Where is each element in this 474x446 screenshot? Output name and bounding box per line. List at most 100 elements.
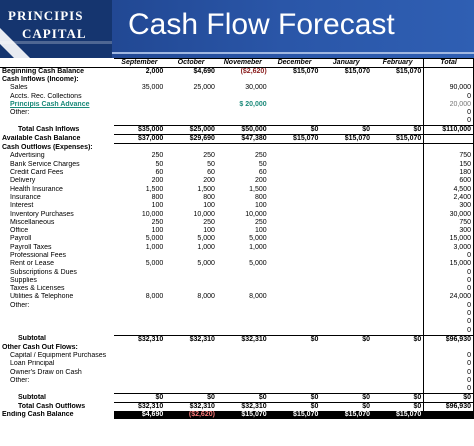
value-cell[interactable]: [372, 219, 424, 227]
value-cell[interactable]: [269, 185, 321, 193]
value-cell[interactable]: [372, 385, 424, 394]
total-cell[interactable]: [423, 134, 474, 145]
value-cell[interactable]: [114, 302, 166, 310]
value-cell[interactable]: [320, 235, 372, 243]
value-cell[interactable]: [269, 368, 321, 376]
value-cell[interactable]: [114, 277, 166, 285]
value-cell[interactable]: 10,000: [141, 210, 164, 218]
total-cell[interactable]: 15,000: [423, 260, 474, 269]
value-cell[interactable]: [372, 310, 424, 318]
value-cell[interactable]: [114, 344, 166, 352]
value-cell[interactable]: [165, 144, 217, 152]
total-cell[interactable]: [423, 411, 474, 420]
value-cell[interactable]: [114, 117, 166, 126]
value-cell[interactable]: [114, 101, 166, 109]
value-cell[interactable]: [372, 161, 424, 169]
value-cell[interactable]: [217, 310, 269, 318]
value-cell[interactable]: [320, 327, 372, 336]
value-cell[interactable]: [165, 252, 217, 260]
value-cell[interactable]: 30,000: [245, 84, 267, 92]
value-cell[interactable]: 250: [254, 152, 267, 160]
value-cell[interactable]: [217, 302, 269, 310]
value-cell[interactable]: [269, 235, 321, 243]
value-cell[interactable]: $4,690: [193, 68, 215, 75]
value-cell[interactable]: [217, 117, 269, 126]
value-cell[interactable]: 50: [155, 160, 164, 168]
value-cell[interactable]: [165, 268, 217, 276]
value-cell[interactable]: 5,000: [145, 260, 164, 268]
value-cell[interactable]: [269, 377, 321, 385]
value-cell[interactable]: [372, 202, 424, 210]
total-cell[interactable]: 0: [423, 326, 474, 336]
value-cell[interactable]: 1,500: [197, 185, 215, 193]
value-cell[interactable]: [372, 277, 424, 285]
value-cell[interactable]: [217, 360, 269, 368]
value-cell[interactable]: ($2,620): [240, 68, 267, 75]
value-cell[interactable]: [320, 260, 372, 268]
value-cell[interactable]: [217, 76, 269, 84]
value-cell[interactable]: [320, 377, 372, 385]
value-cell[interactable]: 250: [254, 218, 267, 226]
value-cell[interactable]: [269, 352, 321, 360]
total-cell[interactable]: $96,930: [423, 402, 474, 411]
value-cell[interactable]: $ 20,000: [239, 101, 267, 109]
value-cell[interactable]: [165, 93, 217, 101]
value-cell[interactable]: $32,310: [165, 334, 217, 344]
value-cell[interactable]: [269, 117, 321, 126]
value-cell[interactable]: [114, 109, 166, 117]
total-cell[interactable]: 150: [423, 160, 474, 169]
value-cell[interactable]: [217, 285, 269, 293]
value-cell[interactable]: 1,000: [249, 243, 267, 251]
value-cell[interactable]: 5,000: [197, 235, 215, 243]
value-cell[interactable]: $32,310: [216, 334, 269, 344]
value-cell[interactable]: 1,500: [145, 185, 164, 193]
value-cell[interactable]: [114, 360, 166, 368]
value-cell[interactable]: 5,000: [249, 235, 267, 243]
value-cell[interactable]: 100: [203, 227, 215, 235]
value-cell[interactable]: [269, 93, 321, 101]
value-cell[interactable]: 5,000: [145, 235, 164, 243]
value-cell[interactable]: [320, 117, 372, 126]
value-cell[interactable]: 100: [254, 202, 267, 210]
value-cell[interactable]: [269, 310, 321, 318]
value-cell[interactable]: $0: [268, 402, 321, 411]
total-cell[interactable]: 0: [423, 351, 474, 361]
value-cell[interactable]: [269, 177, 321, 185]
value-cell[interactable]: [320, 210, 372, 218]
total-cell[interactable]: 0: [423, 285, 474, 294]
total-cell[interactable]: 750: [423, 218, 474, 227]
value-cell[interactable]: [320, 285, 372, 293]
value-cell[interactable]: [320, 185, 372, 193]
value-cell[interactable]: [269, 285, 321, 293]
total-cell[interactable]: 300: [423, 226, 474, 236]
value-cell[interactable]: [269, 210, 321, 218]
total-cell[interactable]: 30,000: [423, 210, 474, 219]
value-cell[interactable]: 60: [258, 169, 267, 177]
value-cell[interactable]: $15,070: [216, 411, 269, 420]
value-cell[interactable]: [372, 227, 424, 235]
value-cell[interactable]: [320, 101, 372, 109]
value-cell[interactable]: [372, 210, 424, 218]
value-cell[interactable]: 100: [151, 202, 164, 210]
value-cell[interactable]: $47,380: [216, 134, 269, 145]
value-cell[interactable]: $15,070: [268, 411, 321, 420]
value-cell[interactable]: [372, 185, 424, 193]
value-cell[interactable]: 50: [207, 160, 215, 168]
value-cell[interactable]: $32,310: [216, 402, 269, 411]
total-cell[interactable]: 4,500: [423, 185, 474, 194]
value-cell[interactable]: 200: [203, 177, 215, 185]
value-cell[interactable]: [217, 144, 269, 152]
value-cell[interactable]: [372, 318, 424, 326]
value-cell[interactable]: $15,070: [268, 134, 321, 145]
total-cell[interactable]: [423, 76, 474, 85]
value-cell[interactable]: [165, 277, 217, 285]
value-cell[interactable]: [372, 260, 424, 268]
total-cell[interactable]: 0: [423, 268, 474, 277]
value-cell[interactable]: 200: [254, 177, 267, 185]
value-cell[interactable]: $15,070: [372, 411, 424, 420]
value-cell[interactable]: [217, 377, 269, 385]
value-cell[interactable]: 100: [203, 202, 215, 210]
value-cell[interactable]: $0: [320, 125, 373, 135]
value-cell[interactable]: $4,690: [113, 411, 166, 420]
value-cell[interactable]: [269, 293, 321, 301]
